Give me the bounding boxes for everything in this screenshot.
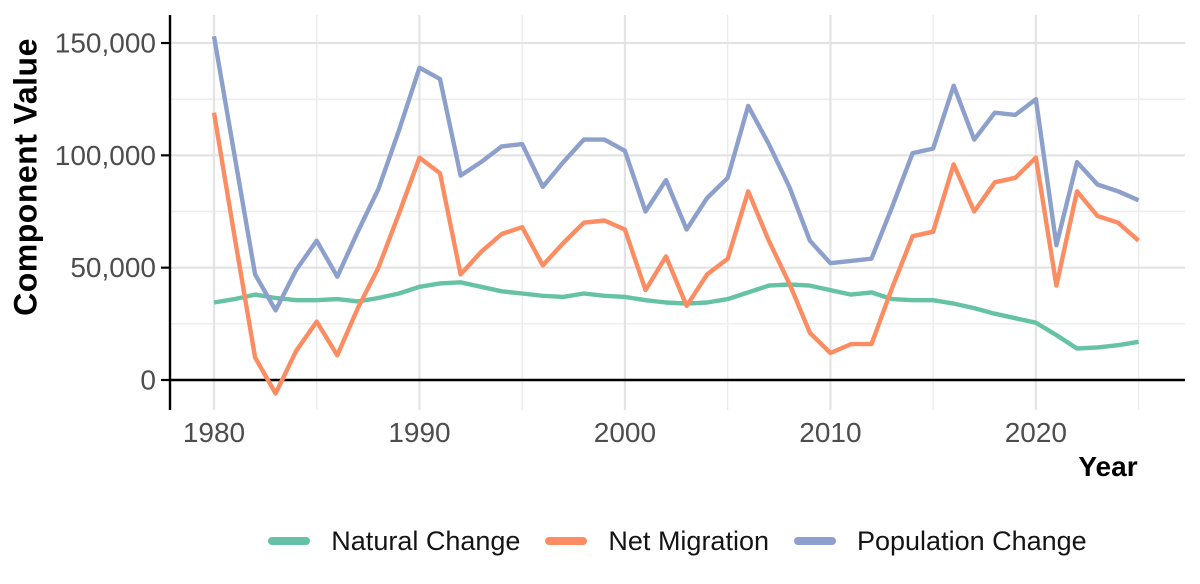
x-tick-label: 2010 — [799, 417, 861, 448]
legend: Natural Change Net Migration Population Ch… — [170, 516, 1185, 566]
y-axis-title: Component Value — [7, 38, 44, 316]
line-population-change — [211, 35, 1140, 313]
legend-label: Natural Change — [331, 525, 521, 556]
legend-label: Population Change — [857, 525, 1087, 556]
legend-key-population-change — [794, 537, 836, 545]
x-axis-title: Year — [1078, 451, 1138, 482]
y-tick-label: 50,000 — [70, 252, 156, 283]
x-tick-label: 2000 — [594, 417, 656, 448]
y-tick-marks — [161, 41, 170, 382]
y-tick-label: 0 — [140, 365, 156, 396]
legend-label: Net Migration — [608, 525, 769, 556]
line-net-migration — [211, 112, 1141, 396]
line-natural-change — [213, 280, 1139, 351]
legend-key-net-migration — [545, 537, 588, 545]
x-tick-label: 2020 — [1005, 417, 1067, 448]
legend-item-natural-change: Natural Change — [268, 526, 520, 557]
legend-item-net-migration: Net Migration — [545, 526, 769, 557]
legend-key-natural-change — [268, 537, 311, 545]
y-tick-label: 150,000 — [55, 28, 156, 59]
legend-item-population-change: Population Change — [794, 526, 1087, 557]
gridlines-minor — [170, 15, 1185, 410]
x-tick-label: 1990 — [388, 417, 450, 448]
x-tick-label: 1980 — [183, 417, 245, 448]
y-tick-label: 100,000 — [55, 140, 156, 171]
